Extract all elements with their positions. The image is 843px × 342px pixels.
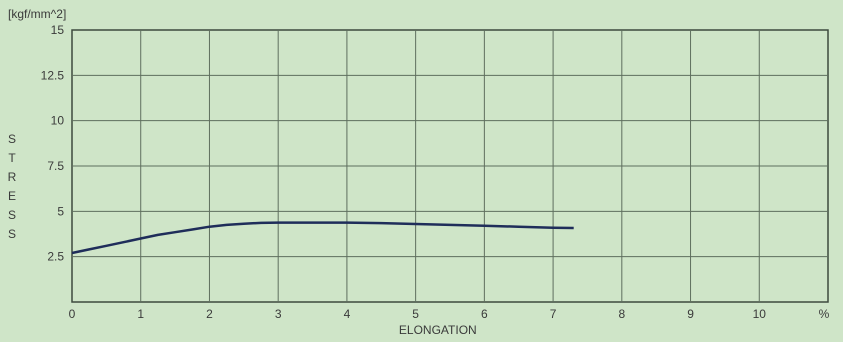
y-axis-title-letter: S: [8, 227, 16, 241]
y-tick-label: 5: [57, 204, 64, 218]
y-axis-title-letter: S: [8, 132, 16, 146]
x-tick-label: 4: [344, 307, 351, 321]
x-tick-label: 8: [618, 307, 625, 321]
y-axis-title-letter: E: [8, 189, 16, 203]
x-axis-title: ELONGATION: [399, 323, 477, 337]
x-tick-label: 6: [481, 307, 488, 321]
y-unit-label: [kgf/mm^2]: [8, 7, 66, 21]
x-tick-label: 0: [69, 307, 76, 321]
x-tick-label: 1: [137, 307, 144, 321]
x-tick-label: 2: [206, 307, 213, 321]
y-tick-labels: 15 12.5 10 7.5 5 2.5: [41, 23, 65, 264]
x-unit-label: %: [819, 307, 830, 321]
x-tick-label: 3: [275, 307, 282, 321]
y-tick-label: 10: [51, 114, 65, 128]
y-tick-label: 2.5: [47, 250, 64, 264]
stress-curve: [71, 221, 574, 255]
x-tick-label: 5: [412, 307, 419, 321]
y-axis-title-letter: S: [8, 208, 16, 222]
x-tick-label: 7: [550, 307, 557, 321]
x-tick-label: 10: [753, 307, 767, 321]
x-tick-labels: 0 1 2 3 4 5 6 7 8 9 10: [69, 307, 767, 321]
x-tick-label: 9: [687, 307, 694, 321]
grid-lines: [72, 30, 828, 302]
y-tick-label: 7.5: [47, 159, 64, 173]
y-axis-title-letter: T: [8, 151, 16, 165]
y-tick-label: 15: [51, 23, 65, 37]
y-axis-title-letter: R: [8, 170, 17, 184]
y-tick-label: 12.5: [41, 68, 65, 82]
